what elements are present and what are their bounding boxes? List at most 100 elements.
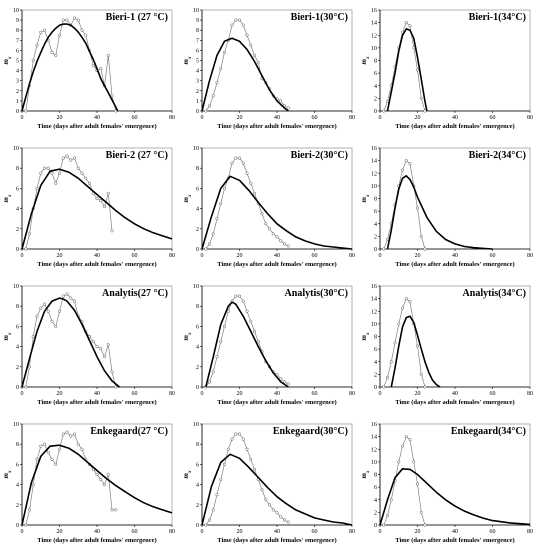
y-tick-label: 2 xyxy=(374,510,377,516)
x-axis-label: Time (days after adult females' emergenc… xyxy=(37,399,156,406)
y-tick-label: 2 xyxy=(196,227,199,233)
chart-panel-10: 0 20 40 60 80 0 2 4 6 8 10 Enkegaard(27 °C) Time (da… xyxy=(2,422,175,544)
observed-point xyxy=(234,294,238,298)
y-tick-label: 4 xyxy=(16,207,19,213)
observed-point xyxy=(57,447,62,451)
chart-title: Bieri-2 (27 °C) xyxy=(106,150,168,161)
observed-point xyxy=(282,242,287,246)
observed-point xyxy=(237,18,242,22)
model-curve xyxy=(21,297,121,388)
observed-point xyxy=(237,294,242,298)
chart-panel-11: 0 20 40 60 80 0 2 4 6 8 10 Enkegaard(30°C) Time (day… xyxy=(182,422,355,544)
x-tick-label: 40 xyxy=(94,391,100,397)
y-tick-label: 4 xyxy=(196,345,199,351)
observed-point xyxy=(252,329,257,334)
observed-point xyxy=(393,341,397,345)
observed-point xyxy=(54,324,58,328)
observed-point xyxy=(286,520,290,524)
y-tick-label: 10 xyxy=(193,146,199,152)
y-tick-label: 6 xyxy=(374,485,377,491)
y-tick-label: 4 xyxy=(374,222,377,228)
x-tick-label: 80 xyxy=(527,529,533,535)
observed-point xyxy=(234,18,238,22)
y-tick-label: 2 xyxy=(16,227,19,233)
observed-point xyxy=(423,523,427,527)
observed-point xyxy=(31,58,35,63)
chart-title: Bieri-1(30°C) xyxy=(291,12,348,23)
observed-point xyxy=(279,239,283,243)
x-tick-label: 80 xyxy=(169,115,175,121)
observed-point xyxy=(39,30,43,34)
y-tick-label: 4 xyxy=(196,69,199,75)
y-axis-label: mx xyxy=(360,470,371,478)
y-tick-label: 10 xyxy=(193,284,199,290)
observed-point xyxy=(404,21,408,25)
observed-point xyxy=(31,483,35,487)
observed-point xyxy=(95,196,99,201)
observed-point xyxy=(99,478,103,482)
observed-point xyxy=(408,162,412,166)
observed-point xyxy=(80,171,84,175)
observed-point xyxy=(102,483,107,487)
observed-point xyxy=(80,28,84,32)
plot-area xyxy=(21,285,173,388)
model-curve xyxy=(390,315,441,388)
model-curve xyxy=(21,23,119,112)
observed-point xyxy=(72,16,77,20)
y-axis-label-subscript: x xyxy=(188,56,193,60)
x-tick-label: 60 xyxy=(132,115,138,121)
observed-point xyxy=(114,508,118,512)
x-tick-label: 80 xyxy=(527,391,533,397)
observed-point xyxy=(39,306,43,310)
observed-point xyxy=(27,365,32,369)
y-tick-label: 10 xyxy=(13,8,19,14)
chart-title: Enkegaard(34°C) xyxy=(451,426,526,437)
x-tick-label: 80 xyxy=(169,253,175,259)
x-axis-label: Time (days after adult females' emergenc… xyxy=(395,537,514,544)
y-axis-label-subscript: x xyxy=(188,194,193,198)
observed-point xyxy=(245,171,249,175)
observed-point xyxy=(415,482,420,486)
observed-point xyxy=(65,18,69,22)
observed-point xyxy=(207,242,212,246)
chart-title: Bieri-1(34°C) xyxy=(469,12,526,23)
chart-panel-9: 0 20 40 60 80 0 2 4 6 8 10 12 14 16 Analytis(34°C) Time… xyxy=(360,284,533,406)
y-axis-label: mx xyxy=(182,56,193,64)
x-axis-label: Time (days after adult females' emergenc… xyxy=(37,261,156,268)
y-axis-label-subscript: x xyxy=(8,56,13,60)
y-tick-label: 0 xyxy=(16,523,19,529)
observed-point xyxy=(106,472,110,477)
y-tick-label: 16 xyxy=(371,146,377,152)
observed-point xyxy=(87,181,92,185)
x-tick-label: 60 xyxy=(490,529,496,535)
observed-point xyxy=(69,296,73,300)
plot-area xyxy=(379,285,531,388)
x-tick-label: 0 xyxy=(379,115,382,121)
observed-point xyxy=(404,297,408,301)
y-tick-label: 2 xyxy=(374,372,377,378)
y-axis-label: mx xyxy=(182,470,193,478)
y-tick-label: 0 xyxy=(16,109,19,115)
observed-point xyxy=(397,460,401,464)
model-curve xyxy=(21,444,173,526)
y-tick-label: 9 xyxy=(16,18,19,24)
observed-point xyxy=(76,18,80,22)
chart-panel-7: 0 20 40 60 80 0 2 4 6 8 10 Analytis(27 °C) Time (day… xyxy=(2,284,175,406)
observed-point xyxy=(423,247,427,251)
plot-area xyxy=(379,9,531,112)
observed-point xyxy=(91,340,95,344)
observed-point xyxy=(404,159,408,163)
observed-point xyxy=(237,156,242,160)
x-axis-label: Time (days after adult females' emergenc… xyxy=(395,261,514,268)
y-tick-label: 6 xyxy=(16,462,19,468)
y-tick-label: 0 xyxy=(196,109,199,115)
y-tick-label: 8 xyxy=(196,304,199,310)
x-tick-label: 40 xyxy=(452,253,458,259)
y-tick-label: 10 xyxy=(371,46,377,52)
observed-point xyxy=(382,247,386,251)
observed-point xyxy=(207,380,212,384)
observed-point xyxy=(275,511,279,515)
chart-title: Bieri-1 (27 °C) xyxy=(106,12,168,23)
observed-point xyxy=(211,508,215,512)
observed-point xyxy=(57,309,62,313)
